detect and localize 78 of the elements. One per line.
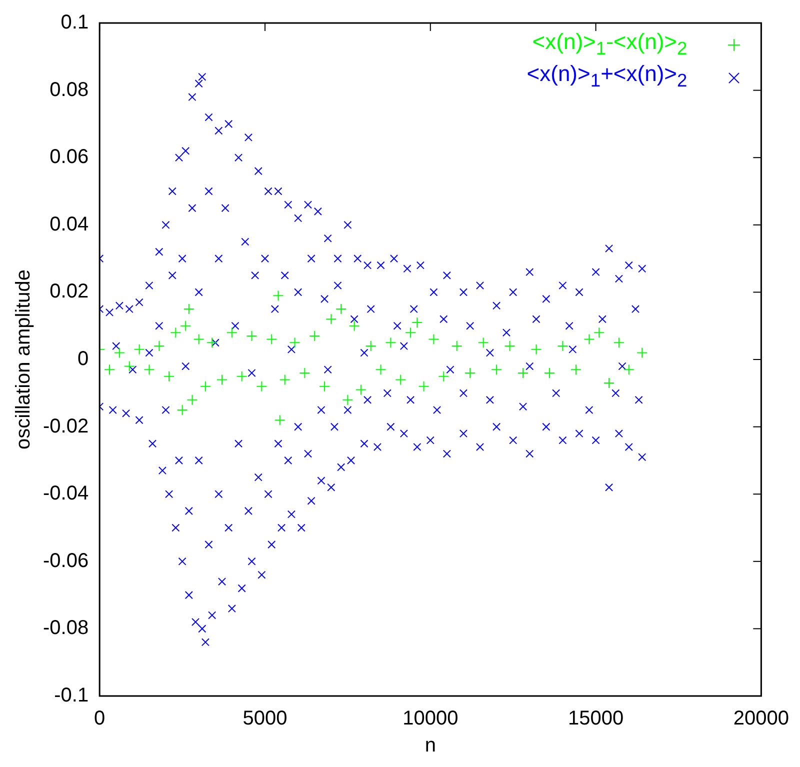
point [246, 330, 258, 342]
point [183, 304, 194, 315]
x-tick-label: 10000 [402, 708, 458, 730]
y-tick-label: -0.04 [42, 482, 89, 505]
point [613, 337, 624, 348]
point [200, 380, 211, 392]
point [395, 374, 406, 386]
point [256, 380, 268, 392]
point [464, 367, 476, 378]
point [412, 316, 423, 328]
point [164, 370, 175, 382]
point [570, 364, 582, 376]
point [154, 340, 165, 352]
point [348, 320, 360, 332]
point [319, 380, 330, 392]
point [226, 327, 238, 338]
x-axis-title: n [424, 734, 436, 757]
point [623, 364, 634, 376]
x-tick-label: 5000 [242, 708, 288, 730]
point [326, 314, 337, 325]
point [124, 360, 135, 372]
point [491, 364, 502, 376]
x-tick-label: 20000 [733, 708, 790, 730]
point [557, 340, 568, 352]
y-tick-label: 0 [77, 348, 89, 370]
point [355, 384, 366, 396]
point [428, 334, 440, 345]
y-tick-label: -0.02 [42, 415, 89, 438]
point [279, 374, 290, 386]
point [405, 327, 416, 338]
point [504, 340, 516, 352]
point [114, 347, 125, 358]
point [274, 414, 286, 426]
y-tick-label: -0.1 [54, 684, 89, 707]
point [104, 364, 116, 376]
legend-label: <x(n)>$_{1}$+<x(n)>$_{2}$ [526, 61, 688, 91]
point [170, 327, 182, 338]
point [236, 370, 248, 382]
y-tick-label: 0.06 [50, 146, 89, 168]
point [272, 290, 284, 302]
point [336, 304, 347, 315]
point [478, 337, 489, 348]
point [438, 370, 450, 382]
point [530, 344, 542, 355]
point [544, 367, 555, 378]
point [594, 327, 605, 338]
y-axis-title: oscillation amplitude [12, 269, 35, 450]
point [193, 334, 204, 345]
point [365, 340, 376, 352]
x-tick-label: 0 [94, 708, 106, 730]
point [176, 404, 188, 416]
point [299, 367, 310, 378]
y-tick-label: -0.06 [42, 550, 89, 572]
point [289, 337, 300, 348]
y-tick-label: 0.1 [60, 12, 89, 34]
point [451, 340, 462, 352]
point [385, 337, 396, 348]
y-tick-label: -0.08 [42, 617, 89, 640]
x-tick-label: 15000 [568, 708, 624, 730]
point [342, 394, 354, 406]
y-tick-label: 0.08 [50, 78, 89, 101]
point [636, 347, 648, 358]
point [604, 378, 615, 389]
point [375, 364, 386, 376]
point [186, 394, 198, 406]
point [518, 367, 529, 378]
y-tick-label: 0.04 [50, 213, 89, 236]
point [584, 334, 595, 345]
point [309, 330, 320, 342]
point [134, 344, 145, 355]
y-tick-label: 0.02 [50, 280, 89, 303]
point [180, 320, 192, 332]
point [144, 364, 155, 376]
point [418, 380, 430, 392]
point [216, 374, 228, 386]
point [266, 334, 278, 345]
point [206, 337, 218, 348]
legend-label: <x(n)>$_{1}$-<x(n)>$_{2}$ [532, 29, 688, 58]
